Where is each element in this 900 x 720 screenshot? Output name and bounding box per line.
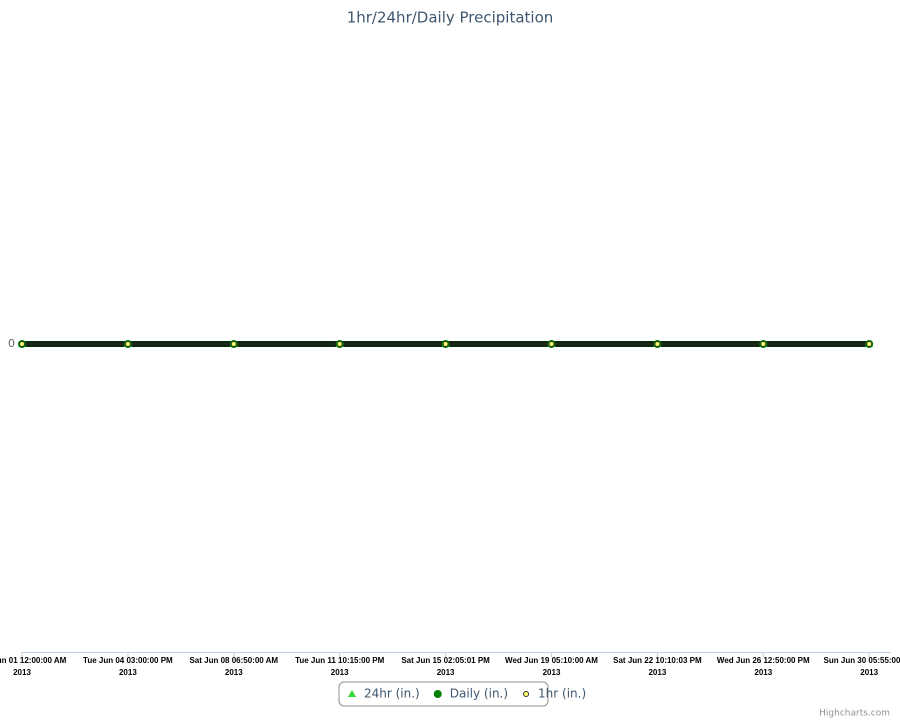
marker bbox=[433, 690, 442, 698]
marker bbox=[336, 341, 343, 347]
marker bbox=[866, 341, 873, 347]
x-tick-label-box: Wed Jun 19 05:10:00 AM 2013 bbox=[505, 656, 598, 677]
x-tick-label: Sat Jun 08 06:50:00 AM 2013 bbox=[189, 656, 279, 677]
x-tick-label: Sun Jun 30 05:55:00 AM 2013 bbox=[823, 656, 900, 677]
x-tick-label-box: Sat Jun 22 10:10:03 PM 2013 bbox=[613, 656, 702, 677]
marker bbox=[760, 341, 767, 347]
marker bbox=[19, 341, 25, 347]
marker bbox=[348, 690, 356, 697]
chart-title: 1hr/24hr/Daily Precipitation bbox=[347, 9, 554, 27]
x-tick-label: Wed Jun 26 12:50:00 PM 2013 bbox=[716, 656, 810, 677]
x-tick-label-box: Tue Jun 11 10:15:00 PM 2013 bbox=[295, 656, 385, 677]
marker bbox=[523, 691, 530, 697]
marker bbox=[548, 341, 555, 347]
marker bbox=[230, 341, 237, 347]
x-tick-label: Tue Jun 04 03:00:00 PM 2013 bbox=[83, 656, 173, 677]
x-tick-label: Sat Jun 01 12:00:00 AM 2013 bbox=[0, 656, 67, 677]
legend-label[interactable]: 24hr (in.) bbox=[364, 687, 420, 701]
y-tick-label: 0 bbox=[8, 337, 15, 350]
marker bbox=[654, 341, 661, 347]
x-tick-label-box: Sat Jun 15 02:05:01 PM 2013 bbox=[401, 656, 490, 677]
marker bbox=[442, 341, 449, 347]
legend-box bbox=[338, 681, 549, 707]
x-tick-label-box: Sat Jun 08 06:50:00 AM 2013 bbox=[189, 656, 279, 677]
x-tick-label: Sat Jun 15 02:05:01 PM 2013 bbox=[401, 656, 490, 677]
legend-label[interactable]: 1hr (in.) bbox=[538, 687, 586, 701]
x-tick-label: Sat Jun 22 10:10:03 PM 2013 bbox=[613, 656, 702, 677]
marker bbox=[124, 341, 131, 347]
x-tick-label-box: Sat Jun 01 12:00:00 AM 2013 bbox=[0, 656, 67, 677]
x-tick-label: Tue Jun 11 10:15:00 PM 2013 bbox=[295, 656, 385, 677]
x-tick-label-box: Tue Jun 04 03:00:00 PM 2013 bbox=[83, 656, 173, 677]
credits: Highcharts.com bbox=[819, 709, 890, 719]
legend-label[interactable]: Daily (in.) bbox=[450, 687, 508, 701]
x-tick-label: Wed Jun 19 05:10:00 AM 2013 bbox=[505, 656, 598, 677]
x-tick-label-box: Sun Jun 30 05:55:00 AM 2013 bbox=[823, 656, 900, 677]
x-tick-label-box: Wed Jun 26 12:50:00 PM 2013 bbox=[716, 656, 810, 677]
